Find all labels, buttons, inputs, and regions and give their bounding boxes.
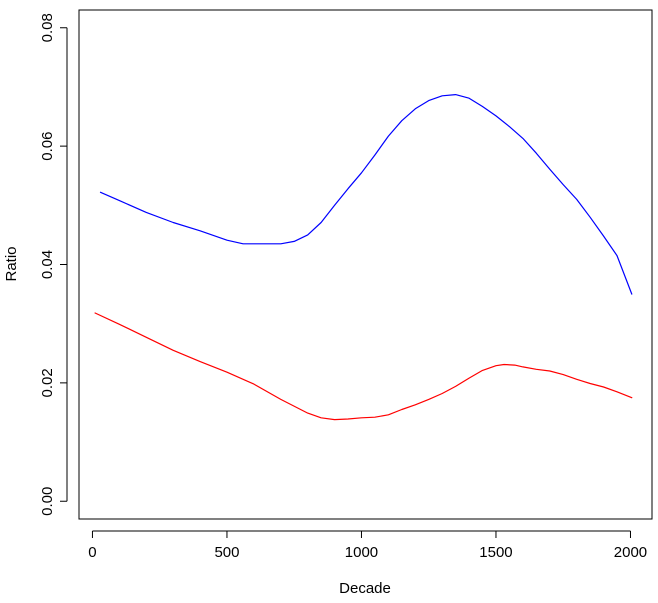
x-axis-title: Decade <box>339 580 391 597</box>
y-tick-label: 0.00 <box>39 487 56 516</box>
plot-area-frame <box>78 9 653 520</box>
x-tick-label: 2000 <box>614 544 647 561</box>
y-axis-title: Ratio <box>3 246 20 281</box>
series-line-2 <box>94 312 633 421</box>
series-layer <box>94 93 633 421</box>
x-axis: 0 500 1000 1500 2000 <box>88 530 647 561</box>
x-tick-label: 500 <box>214 544 239 561</box>
series-line-1 <box>99 93 633 295</box>
y-tick-label: 0.04 <box>39 250 56 279</box>
x-tick-label: 0 <box>88 544 96 561</box>
x-tick-label: 1500 <box>479 544 512 561</box>
y-tick-label: 0.06 <box>39 132 56 161</box>
y-tick-label: 0.08 <box>39 13 56 42</box>
y-tick-label: 0.02 <box>39 368 56 397</box>
x-tick-label: 1000 <box>345 544 378 561</box>
y-axis: 0.00 0.02 0.04 0.06 0.08 <box>39 13 68 516</box>
